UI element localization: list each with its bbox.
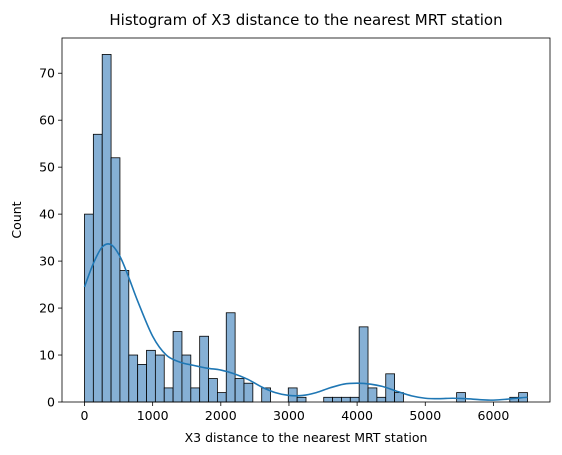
y-tick-label: 10 <box>39 348 55 363</box>
y-tick-label: 0 <box>47 395 55 410</box>
histogram-bar <box>154 354 165 403</box>
histogram-bars <box>84 54 528 403</box>
x-tick-label: 3000 <box>273 408 305 423</box>
histogram-bar <box>394 392 404 403</box>
x-tick-label: 4000 <box>341 408 373 423</box>
y-tick-label: 60 <box>39 113 55 128</box>
histogram-bar <box>190 387 201 403</box>
histogram-bar <box>181 354 192 403</box>
y-axis-ticks: 0 10 20 30 40 50 60 70 <box>39 66 62 410</box>
histogram-bar <box>119 270 130 403</box>
histogram-bar <box>172 331 183 403</box>
histogram-bar <box>341 396 351 403</box>
y-tick-label: 50 <box>39 160 55 175</box>
histogram-bar <box>137 364 147 403</box>
histogram-bar <box>163 387 174 403</box>
histogram-bar <box>332 396 342 403</box>
histogram-bar <box>146 349 156 403</box>
histogram-bar <box>92 133 103 403</box>
histogram-bar <box>84 213 94 403</box>
y-tick-label: 30 <box>39 254 55 269</box>
y-tick-label: 20 <box>39 301 55 316</box>
chart-title: Histogram of X3 distance to the nearest … <box>109 11 502 29</box>
x-tick-label: 6000 <box>478 408 510 423</box>
x-tick-label: 1000 <box>137 408 169 423</box>
y-tick-label: 40 <box>39 207 55 222</box>
histogram-bar <box>349 396 360 403</box>
histogram-bar <box>208 378 218 403</box>
y-tick-label: 70 <box>39 66 55 81</box>
histogram-bar <box>199 335 209 403</box>
histogram-bar <box>376 396 387 403</box>
histogram-bar <box>358 326 369 403</box>
x-tick-label: 2000 <box>205 408 237 423</box>
x-tick-label: 5000 <box>409 408 441 423</box>
histogram-bar <box>234 378 245 403</box>
x-axis-label: X3 distance to the nearest MRT station <box>185 430 428 445</box>
kde-curve <box>83 243 528 401</box>
histogram-bar <box>216 392 227 403</box>
histogram-bar <box>367 387 378 403</box>
histogram-bar <box>243 382 254 403</box>
x-tick-label: 0 <box>81 408 89 423</box>
histogram-bar <box>456 392 466 403</box>
histogram-bar <box>225 312 236 403</box>
histogram-bar <box>296 396 307 403</box>
histogram-bar <box>128 354 139 403</box>
plot-frame <box>61 37 551 403</box>
y-axis-label: Count <box>9 201 24 238</box>
axes <box>61 37 551 403</box>
histogram-bar <box>101 54 112 403</box>
histogram-bar <box>323 396 333 403</box>
x-axis-ticks: 0 1000 2000 3000 4000 5000 6000 <box>81 402 510 423</box>
histogram-bar <box>110 157 121 403</box>
